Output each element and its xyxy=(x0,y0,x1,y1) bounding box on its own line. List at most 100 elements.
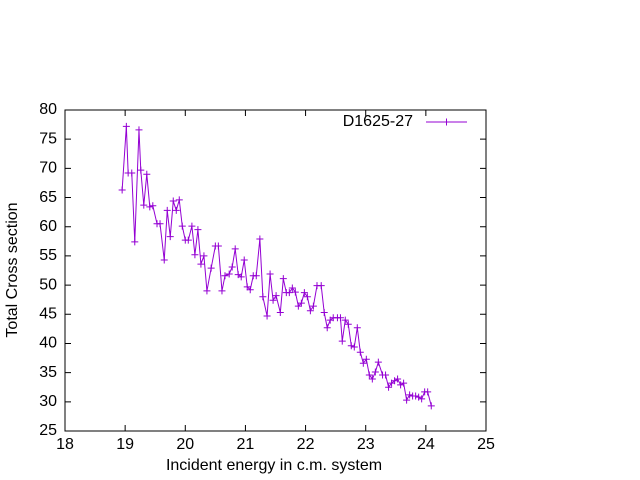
data-point xyxy=(297,299,305,307)
data-point xyxy=(272,292,280,300)
data-point xyxy=(374,358,382,366)
x-tick-label: 24 xyxy=(417,436,435,453)
x-axis-label: Incident energy in c.m. system xyxy=(166,457,382,474)
data-point xyxy=(207,264,215,272)
x-tick-label: 22 xyxy=(297,436,315,453)
y-tick-label: 75 xyxy=(39,130,57,147)
data-point xyxy=(359,359,367,367)
data-point xyxy=(368,375,376,383)
data-point xyxy=(309,302,317,310)
data-point xyxy=(203,287,211,295)
y-tick-label: 65 xyxy=(39,189,57,206)
y-tick-label: 60 xyxy=(39,218,57,235)
data-point xyxy=(137,166,145,174)
y-tick-label: 30 xyxy=(39,393,57,410)
data-point xyxy=(356,348,364,356)
data-point xyxy=(256,235,264,243)
data-point xyxy=(406,391,414,399)
data-point xyxy=(191,251,199,259)
data-point xyxy=(341,316,349,324)
data-point xyxy=(169,197,177,205)
data-point xyxy=(279,275,287,283)
data-point xyxy=(197,260,205,268)
data-point xyxy=(323,324,331,332)
data-point xyxy=(143,170,151,178)
data-point xyxy=(362,355,370,363)
data-point xyxy=(231,245,239,253)
y-tick-label: 45 xyxy=(39,305,57,322)
data-point xyxy=(338,337,346,345)
data-point xyxy=(291,288,299,296)
data-point xyxy=(385,383,393,391)
y-tick-label: 40 xyxy=(39,335,57,352)
data-point xyxy=(188,222,196,230)
y-tick-label: 35 xyxy=(39,364,57,381)
data-point xyxy=(178,222,186,230)
data-point xyxy=(214,242,222,250)
data-point xyxy=(184,236,192,244)
data-point xyxy=(397,381,405,389)
data-point xyxy=(424,388,432,396)
x-tick-label: 23 xyxy=(357,436,375,453)
data-point xyxy=(266,270,274,278)
data-point xyxy=(336,314,344,322)
data-point xyxy=(391,377,399,385)
data-point xyxy=(146,203,154,211)
data-point xyxy=(163,206,171,214)
y-tick-label: 80 xyxy=(39,101,57,118)
data-point xyxy=(194,226,202,234)
data-point xyxy=(218,287,226,295)
data-point xyxy=(317,282,325,290)
data-point xyxy=(303,293,311,301)
x-tick-label: 19 xyxy=(116,436,134,453)
data-point xyxy=(122,122,130,130)
data-point xyxy=(200,252,208,260)
data-point xyxy=(344,320,352,328)
data-point xyxy=(128,169,136,177)
data-point xyxy=(285,289,293,297)
data-point xyxy=(269,296,277,304)
data-point xyxy=(320,309,328,317)
data-point xyxy=(350,343,358,351)
data-point xyxy=(156,220,164,228)
data-point xyxy=(246,286,254,294)
data-point xyxy=(371,368,379,376)
data-point xyxy=(294,302,302,310)
data-point xyxy=(382,371,390,379)
data-point xyxy=(353,324,361,332)
x-tick-label: 21 xyxy=(237,436,255,453)
legend-key xyxy=(426,118,467,126)
data-point xyxy=(118,186,126,194)
data-point xyxy=(400,379,408,387)
y-tick-label: 25 xyxy=(39,422,57,439)
data-point xyxy=(394,375,402,383)
data-point xyxy=(166,233,174,241)
data-point xyxy=(240,256,248,264)
y-tick-label: 55 xyxy=(39,247,57,264)
data-point xyxy=(175,196,183,204)
plot-border xyxy=(64,109,487,432)
data-point xyxy=(403,396,411,404)
data-point xyxy=(300,289,308,297)
data-point xyxy=(415,393,423,401)
y-tick-label: 70 xyxy=(39,160,57,177)
data-point xyxy=(140,201,148,209)
data-line xyxy=(121,126,432,407)
data-point xyxy=(418,395,426,403)
x-tick-label: 25 xyxy=(477,436,495,453)
data-point xyxy=(276,309,284,317)
y-tick-label: 50 xyxy=(39,276,57,293)
data-point xyxy=(243,283,251,291)
data-point xyxy=(288,284,296,292)
data-point xyxy=(221,272,229,280)
data-point xyxy=(228,263,236,271)
x-tick-label: 18 xyxy=(56,436,74,453)
data-point xyxy=(365,371,373,379)
data-point xyxy=(412,392,420,400)
data-point xyxy=(131,238,139,246)
data-point xyxy=(259,293,267,301)
data-point xyxy=(427,402,435,410)
data-point xyxy=(306,307,314,315)
